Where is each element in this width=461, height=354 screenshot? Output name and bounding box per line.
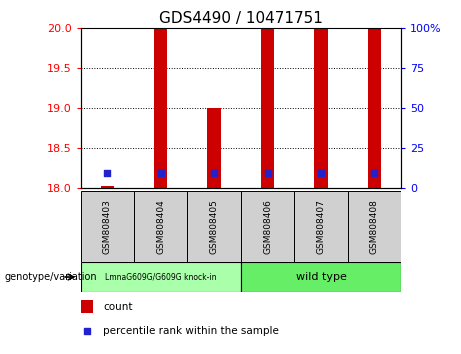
Point (104, 171, 111, 176)
Bar (241, 262, 401, 292)
Bar (207, 108, 221, 188)
Bar (294, 191, 348, 262)
Bar (154, 28, 167, 188)
Bar (314, 28, 328, 188)
Title: GDS4490 / 10471751: GDS4490 / 10471751 (159, 11, 323, 26)
Text: GSM808404: GSM808404 (156, 199, 165, 254)
Text: LmnaG609G/G609G knock-in: LmnaG609G/G609G knock-in (105, 273, 217, 281)
Point (157, 171, 165, 176)
Bar (134, 191, 188, 262)
Bar (81, 191, 134, 262)
Point (371, 171, 378, 176)
Bar (368, 28, 381, 188)
Bar (348, 191, 401, 262)
Text: GSM808403: GSM808403 (103, 199, 112, 254)
Point (317, 171, 325, 176)
Text: GSM808405: GSM808405 (210, 199, 219, 254)
Text: percentile rank within the sample: percentile rank within the sample (103, 326, 279, 337)
Text: GSM808406: GSM808406 (263, 199, 272, 254)
Bar (241, 191, 294, 262)
Text: GSM808408: GSM808408 (370, 199, 379, 254)
Bar (100, 186, 114, 188)
Text: GSM808407: GSM808407 (316, 199, 325, 254)
Point (83, 329, 91, 334)
Text: genotype/variation: genotype/variation (5, 272, 97, 282)
Bar (261, 28, 274, 188)
Bar (81, 262, 241, 292)
Text: count: count (103, 302, 133, 312)
Bar (188, 191, 241, 262)
Point (264, 171, 271, 176)
Text: wild type: wild type (296, 272, 346, 282)
Bar (81, 300, 94, 313)
Point (211, 171, 218, 176)
